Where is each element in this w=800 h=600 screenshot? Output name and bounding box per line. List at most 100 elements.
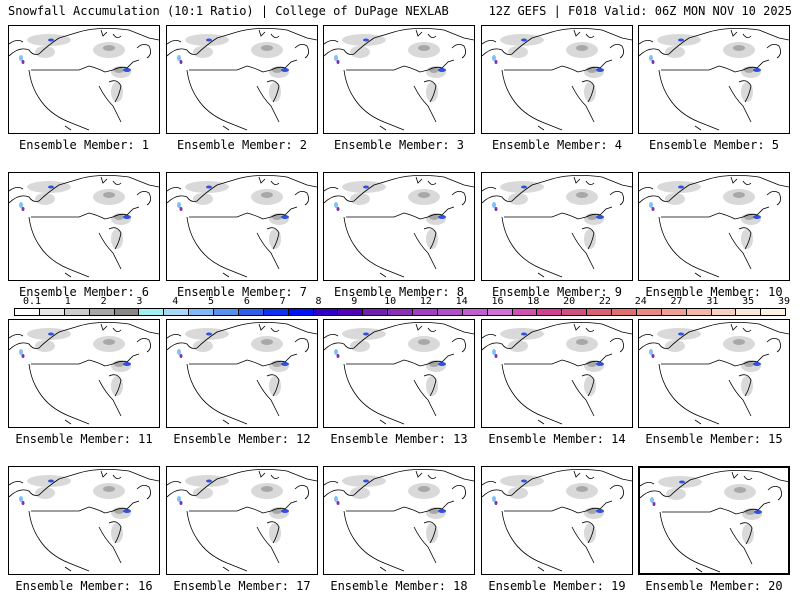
member-label: Ensemble Member: 9	[491, 285, 623, 299]
legend-swatch	[537, 309, 563, 315]
legend-swatch	[15, 309, 40, 315]
legend-swatch	[636, 309, 662, 315]
legend-swatch	[114, 309, 140, 315]
legend-swatch	[711, 309, 737, 315]
member-label: Ensemble Member: 17	[173, 579, 311, 593]
legend-label: 39	[777, 296, 791, 307]
ensemble-member-panel-10[interactable]: Ensemble Member: 10	[638, 172, 790, 299]
snowfall-map[interactable]	[166, 25, 318, 134]
snowfall-map[interactable]	[638, 319, 790, 428]
member-label: Ensemble Member: 8	[333, 285, 465, 299]
member-label: Ensemble Member: 6	[18, 285, 150, 299]
snowfall-map[interactable]	[323, 25, 475, 134]
snowfall-map[interactable]	[638, 25, 790, 134]
legend-swatch	[761, 309, 786, 315]
snowfall-map[interactable]	[8, 25, 160, 134]
legend-swatch	[363, 309, 389, 315]
legend-label: 0.1	[22, 296, 42, 307]
ensemble-member-panel-1[interactable]: Ensemble Member: 1	[8, 25, 160, 152]
member-label: Ensemble Member: 1	[18, 138, 150, 152]
member-label: Ensemble Member: 5	[648, 138, 780, 152]
legend-label: 14	[455, 296, 468, 307]
ensemble-member-panel-8[interactable]: Ensemble Member: 8	[323, 172, 475, 299]
member-label: Ensemble Member: 3	[333, 138, 465, 152]
legend-swatch	[512, 309, 538, 315]
ensemble-member-panel-7[interactable]: Ensemble Member: 7	[166, 172, 318, 299]
snowfall-map[interactable]	[481, 25, 633, 134]
ensemble-member-panel-16[interactable]: Ensemble Member: 16	[8, 466, 160, 593]
legend-swatch	[462, 309, 488, 315]
legend-label: 2	[100, 296, 107, 307]
legend-swatch	[89, 309, 115, 315]
ensemble-member-panel-20[interactable]: Ensemble Member: 20	[638, 466, 790, 593]
snowfall-map[interactable]	[8, 466, 160, 575]
snowfall-map[interactable]	[481, 172, 633, 281]
snowfall-map[interactable]	[166, 319, 318, 428]
legend-swatch	[587, 309, 612, 315]
snowfall-map[interactable]	[323, 466, 475, 575]
run-info: 12Z GEFS | F018 Valid: 06Z MON NOV 10 20…	[488, 4, 792, 18]
ensemble-member-panel-13[interactable]: Ensemble Member: 13	[323, 319, 475, 446]
legend-label: 5	[208, 296, 215, 307]
member-label: Ensemble Member: 19	[488, 579, 626, 593]
ensemble-member-panel-18[interactable]: Ensemble Member: 18	[323, 466, 475, 593]
legend-label: 7	[279, 296, 286, 307]
ensemble-member-panel-17[interactable]: Ensemble Member: 17	[166, 466, 318, 593]
legend-colorbar	[14, 308, 786, 316]
legend-swatch	[214, 309, 239, 315]
ensemble-member-panel-12[interactable]: Ensemble Member: 12	[166, 319, 318, 446]
snowfall-map[interactable]	[323, 319, 475, 428]
member-label: Ensemble Member: 16	[15, 579, 153, 593]
legend-swatch	[288, 309, 314, 315]
legend-label: 18	[527, 296, 540, 307]
legend-label: 3	[136, 296, 143, 307]
snowfall-map[interactable]	[638, 172, 790, 281]
ensemble-member-panel-5[interactable]: Ensemble Member: 5	[638, 25, 790, 152]
snowfall-map[interactable]	[8, 172, 160, 281]
member-label: Ensemble Member: 18	[330, 579, 468, 593]
snowfall-map[interactable]	[481, 466, 633, 575]
legend-swatch	[164, 309, 190, 315]
member-label: Ensemble Member: 13	[330, 432, 468, 446]
ensemble-member-panel-3[interactable]: Ensemble Member: 3	[323, 25, 475, 152]
snowfall-map[interactable]	[166, 172, 318, 281]
ensemble-member-panel-6[interactable]: Ensemble Member: 6	[8, 172, 160, 299]
snowfall-map[interactable]	[481, 319, 633, 428]
snowfall-map[interactable]	[323, 172, 475, 281]
ensemble-member-panel-19[interactable]: Ensemble Member: 19	[481, 466, 633, 593]
legend-swatch	[612, 309, 637, 315]
legend-swatch	[338, 309, 364, 315]
ensemble-member-panel-11[interactable]: Ensemble Member: 11	[8, 319, 160, 446]
snowfall-legend: 0.1 1 2 3 4 5 6 7 8 9 10 12 14 16 18 20 22 24 27 31 35 39	[14, 296, 790, 318]
snowfall-map[interactable]	[638, 466, 790, 575]
legend-labels: 0.1 1 2 3 4 5 6 7 8 9 10 12 14 16 18 20 22 24 27 31 35 39	[14, 296, 790, 307]
member-label: Ensemble Member: 20	[645, 579, 783, 593]
ensemble-member-panel-2[interactable]: Ensemble Member: 2	[166, 25, 318, 152]
legend-swatch	[661, 309, 687, 315]
member-label: Ensemble Member: 14	[488, 432, 626, 446]
legend-label: 16	[491, 296, 504, 307]
legend-swatch	[313, 309, 339, 315]
legend-swatch	[487, 309, 513, 315]
ensemble-member-panel-15[interactable]: Ensemble Member: 15	[638, 319, 790, 446]
legend-label: 6	[243, 296, 250, 307]
legend-swatch	[413, 309, 438, 315]
member-label: Ensemble Member: 12	[173, 432, 311, 446]
snowfall-map[interactable]	[8, 319, 160, 428]
legend-swatch	[437, 309, 463, 315]
legend-label: 4	[172, 296, 179, 307]
legend-swatch	[562, 309, 588, 315]
ensemble-member-panel-4[interactable]: Ensemble Member: 4	[481, 25, 633, 152]
ensemble-member-panel-14[interactable]: Ensemble Member: 14	[481, 319, 633, 446]
legend-swatch	[39, 309, 65, 315]
page-title: Snowfall Accumulation (10:1 Ratio) | Col…	[8, 4, 449, 18]
snowfall-map[interactable]	[166, 466, 318, 575]
legend-swatch	[388, 309, 413, 315]
legend-label: 12	[419, 296, 432, 307]
member-label: Ensemble Member: 10	[645, 285, 783, 299]
member-label: Ensemble Member: 7	[176, 285, 308, 299]
legend-label: 1	[64, 296, 71, 307]
ensemble-member-panel-9[interactable]: Ensemble Member: 9	[481, 172, 633, 299]
legend-label: 8	[315, 296, 322, 307]
legend-swatch	[263, 309, 289, 315]
